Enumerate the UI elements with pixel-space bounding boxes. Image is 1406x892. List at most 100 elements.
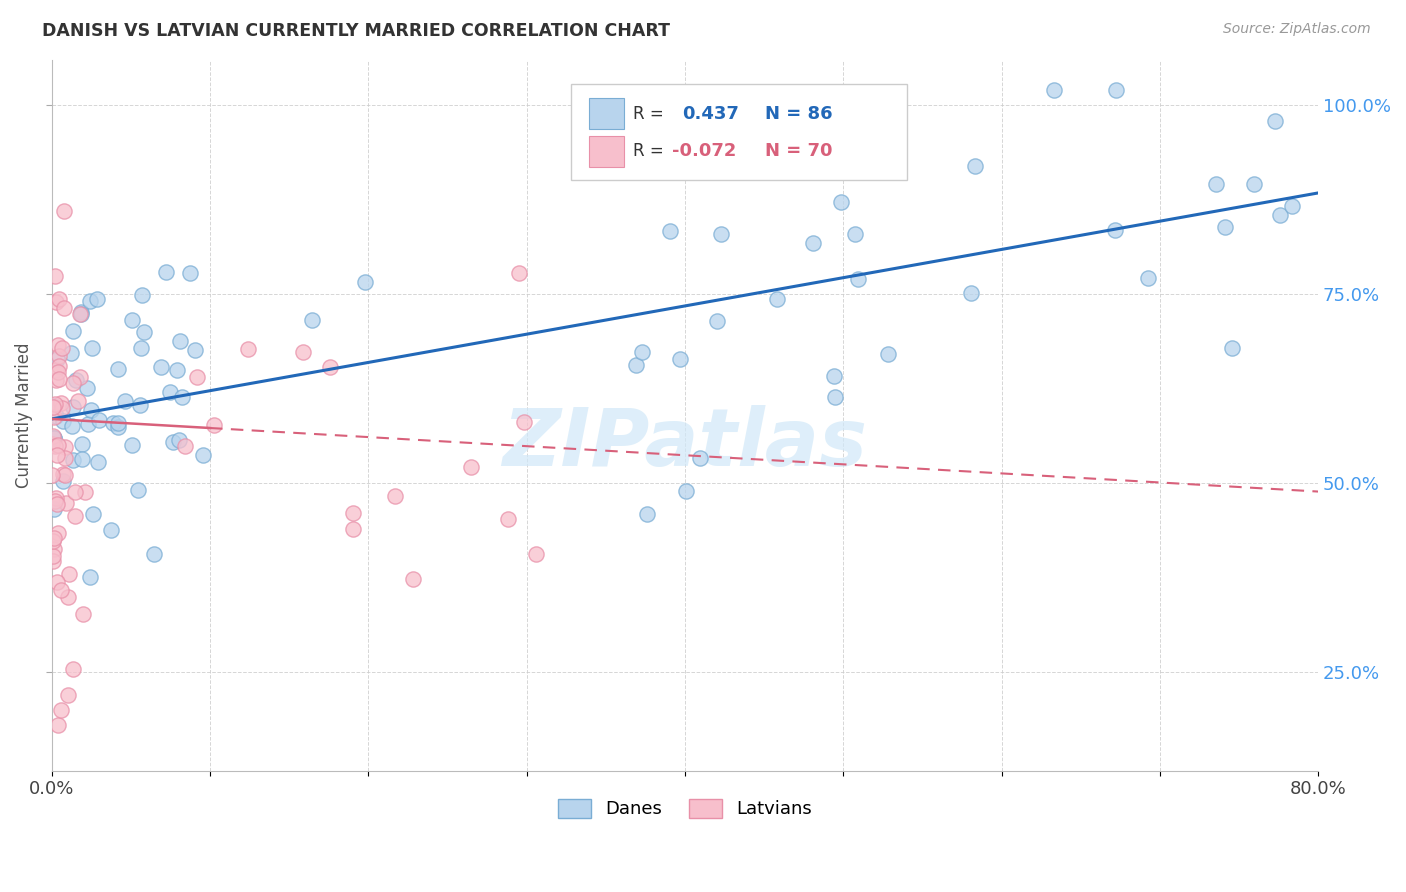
Point [56,688,79,702]
Point [70,305,93,319]
Point [65,508,87,523]
FancyBboxPatch shape [589,98,624,129]
Point [45,351,67,366]
Point [1104,223,1126,237]
Point [42,554,65,568]
Point [107,362,129,376]
Point [965,160,987,174]
Point [1222,342,1244,356]
Point [42,542,65,557]
Point [292,345,315,359]
Text: ZIPatlas: ZIPatlas [502,405,868,483]
Point [801,236,824,251]
Point [1213,219,1236,234]
Point [48,349,70,363]
Point [79,570,101,584]
Point [169,334,191,348]
Point [45,373,67,387]
Point [1281,199,1303,213]
Point [51,582,73,597]
Point [44,494,66,508]
Point [53,441,76,455]
Point [62,661,84,675]
Point [184,343,207,357]
Point [498,512,520,526]
Point [52,475,75,489]
Point [526,548,548,562]
Point [830,195,852,210]
Point [42,409,65,424]
Point [46,337,69,351]
Point [401,572,423,586]
Point [44,431,66,445]
Point [170,390,193,404]
Point [186,370,208,384]
Point [46,438,69,452]
Point [62,453,84,467]
Point [853,157,876,171]
Point [238,342,260,356]
Point [44,502,66,516]
Point [66,393,89,408]
Point [45,497,67,511]
Point [107,420,129,434]
Point [87,455,110,469]
Point [846,272,869,286]
Point [48,359,70,373]
Point [659,224,682,238]
Point [100,524,122,538]
Text: R =: R = [633,143,664,161]
Point [844,227,866,241]
Point [202,418,225,433]
Point [959,286,981,301]
Point [668,352,690,367]
Point [1270,208,1292,222]
Point [129,398,152,412]
Point [824,390,846,404]
Point [319,359,342,374]
Point [44,439,66,453]
Point [42,549,65,563]
Point [79,294,101,309]
Point [631,344,654,359]
Text: N = 70: N = 70 [765,143,832,161]
Point [76,381,98,395]
Point [169,433,191,447]
Point [52,467,75,482]
Text: R =: R = [633,104,669,122]
Point [131,287,153,301]
Text: -0.072: -0.072 [672,143,737,161]
Point [877,347,900,361]
Point [86,292,108,306]
Point [173,439,195,453]
Point [114,393,136,408]
Point [48,292,70,306]
Point [45,294,67,309]
Point [624,358,647,372]
Point [460,460,482,475]
Point [48,372,70,386]
Point [82,507,104,521]
Point [121,313,143,327]
Point [72,607,94,621]
Point [1243,177,1265,191]
Point [101,416,124,430]
Text: Source: ZipAtlas.com: Source: ZipAtlas.com [1223,22,1371,37]
Point [42,400,65,414]
Point [58,566,80,581]
Point [107,417,129,431]
Point [87,413,110,427]
Point [44,268,66,283]
Point [60,419,83,434]
Point [72,452,94,467]
Point [132,325,155,339]
Point [42,399,65,413]
Point [45,491,67,505]
Point [55,451,77,466]
Point [384,489,406,503]
Point [51,395,73,409]
Point [1136,270,1159,285]
Point [42,534,65,549]
Point [823,369,845,384]
Point [69,307,91,321]
